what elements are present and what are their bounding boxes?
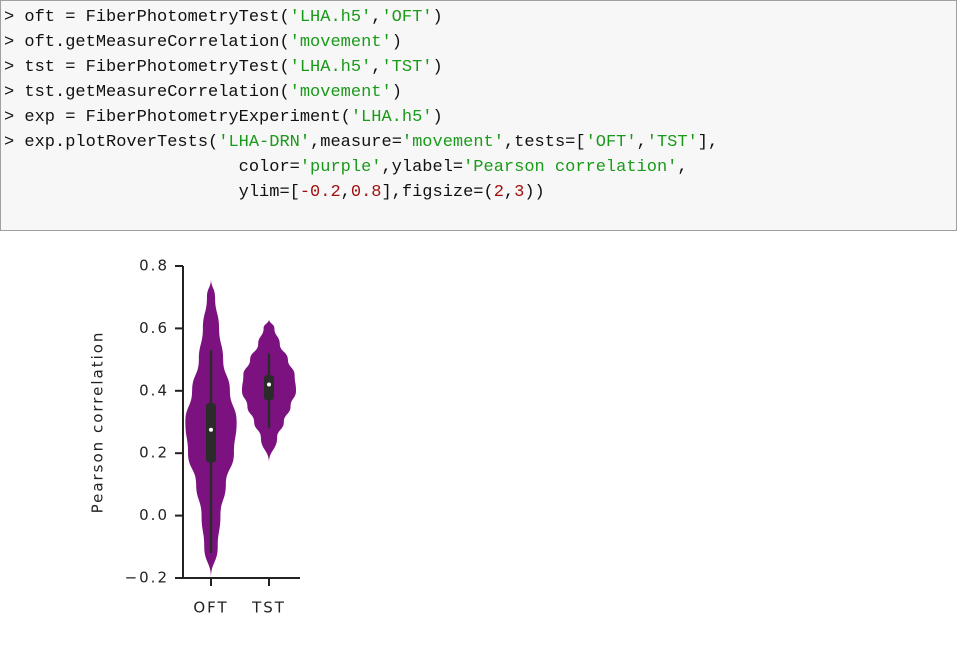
code-token: 'movement': [289, 83, 392, 102]
code-token: 'Pearson correlation': [463, 158, 678, 177]
code-token: 'LHA.h5': [350, 108, 433, 127]
code-token: 'LHA-DRN': [218, 133, 311, 152]
median: [209, 427, 213, 432]
code-token: 'OFT': [381, 8, 433, 27]
code-token: 'OFT': [585, 133, 637, 152]
code-line: ylim=[-0.2,0.8],figsize=(2,3)): [1, 180, 956, 205]
y-tick-label: 0.8: [139, 257, 169, 275]
code-token: -0.2: [299, 183, 341, 202]
y-tick-label: 0.4: [139, 381, 169, 399]
y-tick-label: 0.0: [139, 506, 169, 524]
code-token: ,: [371, 8, 382, 27]
code-token: ): [432, 8, 443, 27]
code-token: > exp = FiberPhotometryExperiment(: [4, 108, 351, 127]
code-token: > oft = FiberPhotometryTest(: [4, 8, 290, 27]
code-token: ,tests=[: [503, 133, 586, 152]
code-token: 3: [514, 183, 525, 202]
y-tick-label: 0.2: [139, 444, 169, 462]
code-token: 0.8: [350, 183, 382, 202]
code-token: ylim=[: [4, 183, 300, 202]
box: [206, 403, 216, 463]
code-token: > tst.getMeasureCorrelation(: [4, 83, 290, 102]
code-token: 2: [493, 183, 504, 202]
code-token: > oft.getMeasureCorrelation(: [4, 33, 290, 52]
code-token: 'movement': [289, 33, 392, 52]
code-line: color='purple',ylabel='Pearson correlati…: [1, 155, 956, 180]
code-cell: > oft = FiberPhotometryTest('LHA.h5','OF…: [0, 0, 957, 231]
code-token: 'LHA.h5': [289, 8, 372, 27]
code-line: > exp.plotRoverTests('LHA-DRN',measure='…: [1, 130, 956, 155]
code-token: 'TST': [381, 58, 433, 77]
code-token: ,measure=: [310, 133, 402, 152]
code-token: 'LHA.h5': [289, 58, 372, 77]
code-token: 'TST': [646, 133, 698, 152]
x-tick-label: TST: [251, 599, 286, 617]
code-token: ],: [697, 133, 719, 152]
y-tick-label: −0.2: [125, 569, 169, 587]
code-line: > oft = FiberPhotometryTest('LHA.h5','OF…: [1, 5, 956, 30]
code-token: ,: [636, 133, 647, 152]
code-token: ): [391, 83, 402, 102]
code-token: ,: [340, 183, 351, 202]
code-token: > tst = FiberPhotometryTest(: [4, 58, 290, 77]
y-tick-label: 0.6: [139, 319, 169, 337]
code-token: ],figsize=(: [381, 183, 494, 202]
box: [264, 375, 274, 401]
code-line: > tst = FiberPhotometryTest('LHA.h5','TS…: [1, 55, 956, 80]
code-token: color=: [4, 158, 300, 177]
code-token: )): [524, 183, 545, 202]
code-line: > oft.getMeasureCorrelation('movement'): [1, 30, 956, 55]
x-tick-label: OFT: [193, 599, 228, 617]
code-token: ,: [371, 58, 382, 77]
code-line: > tst.getMeasureCorrelation('movement'): [1, 80, 956, 105]
code-line: > exp = FiberPhotometryExperiment('LHA.h…: [1, 105, 956, 130]
y-axis-label: Pearson correlation: [89, 331, 107, 514]
code-token: > exp.plotRoverTests(: [4, 133, 219, 152]
code-token: ,ylabel=: [381, 158, 464, 177]
code-token: ): [432, 108, 443, 127]
code-token: ): [391, 33, 402, 52]
code-token: ,: [503, 183, 515, 202]
code-token: 'purple': [299, 158, 382, 177]
code-token: 'movement': [401, 133, 504, 152]
code-token: ,: [677, 158, 688, 177]
median: [267, 382, 271, 387]
code-token: ): [432, 58, 443, 77]
